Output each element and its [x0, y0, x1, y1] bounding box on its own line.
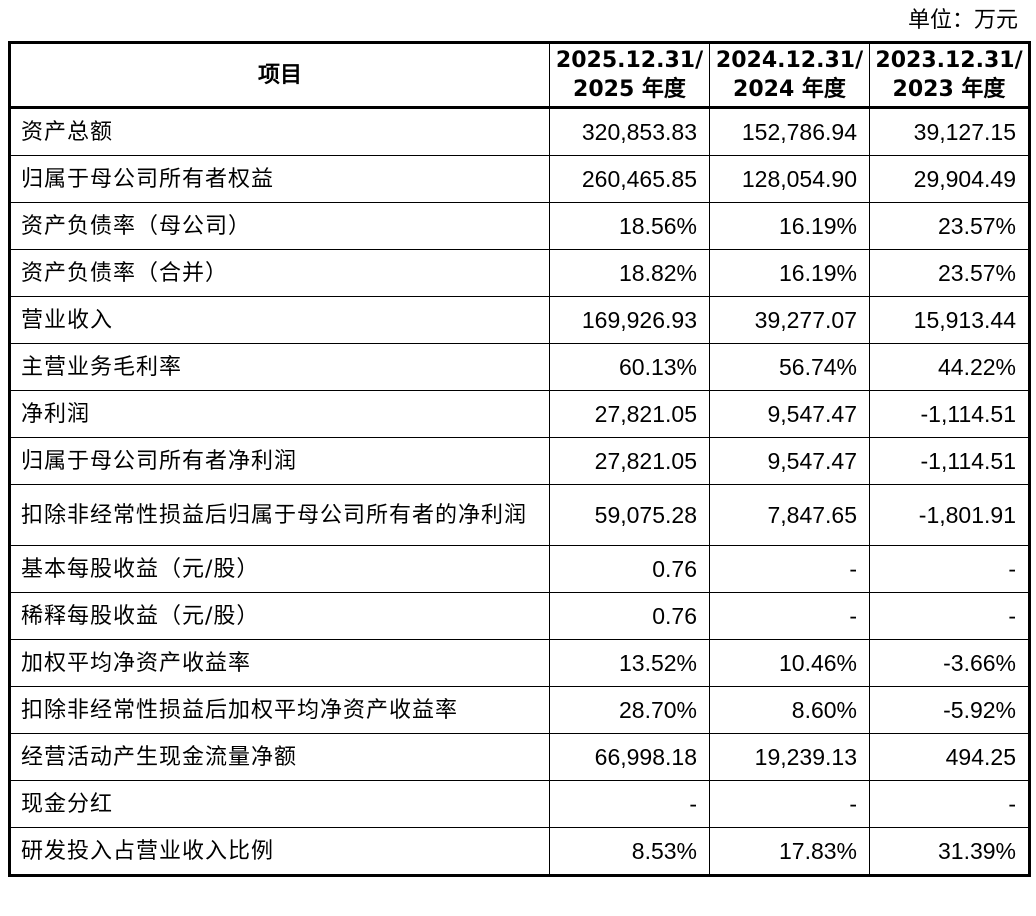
row-value: 128,054.90 [709, 155, 870, 203]
table-row: 资产负债率（合并） 18.82% 16.19% 23.57% [9, 249, 1030, 297]
row-value: -1,114.51 [869, 437, 1030, 485]
row-label: 扣除非经常性损益后加权平均净资产收益率 [9, 686, 550, 734]
row-label: 研发投入占营业收入比例 [9, 827, 550, 876]
row-label: 归属于母公司所有者净利润 [9, 437, 550, 485]
header-2023-date: 2023.12.31/ [875, 48, 1023, 73]
row-value: - [709, 780, 870, 828]
header-2023: 2023.12.31/ 2023 年度 [869, 42, 1030, 109]
table-row: 资产总额 320,853.83 152,786.94 39,127.15 [9, 107, 1030, 156]
row-value: 8.53% [549, 827, 710, 876]
row-label: 加权平均净资产收益率 [9, 639, 550, 687]
row-value: 27,821.05 [549, 390, 710, 438]
row-label: 资产总额 [9, 107, 550, 156]
row-label: 归属于母公司所有者权益 [9, 155, 550, 203]
table-row: 资产负债率（母公司） 18.56% 16.19% 23.57% [9, 202, 1030, 250]
row-label: 稀释每股收益（元/股） [9, 592, 550, 640]
header-2025-year: 2025 年度 [573, 77, 686, 102]
row-label: 营业收入 [9, 296, 550, 344]
row-label: 资产负债率（合并） [9, 249, 550, 297]
table-row: 研发投入占营业收入比例 8.53% 17.83% 31.39% [9, 827, 1030, 876]
table-row: 基本每股收益（元/股） 0.76- - [9, 545, 1030, 593]
row-label: 扣除非经常性损益后归属于母公司所有者的净利润 [9, 484, 550, 546]
table-row: 主营业务毛利率 60.13% 56.74% 44.22% [9, 343, 1030, 391]
row-value: 320,853.83 [549, 107, 710, 156]
unit-label: 单位：万元 [907, 8, 1018, 33]
row-value: 19,239.13 [709, 733, 870, 781]
table-row: 稀释每股收益（元/股） 0.76- - [9, 592, 1030, 640]
row-value: 23.57% [869, 249, 1030, 297]
row-value: 59,075.28 [549, 484, 710, 546]
row-value: -1,801.91 [869, 484, 1030, 546]
table-row: 现金分红 - - - [9, 780, 1030, 828]
table-row: 加权平均净资产收益率 13.52% 10.46% -3.66% [9, 639, 1030, 687]
row-value: 39,277.07 [709, 296, 870, 344]
row-value: 16.19% [709, 249, 870, 297]
header-2024: 2024.12.31/ 2024 年度 [709, 42, 870, 109]
table-row: 营业收入 169,926.93 39,277.07 15,913.44 [9, 296, 1030, 344]
header-item: 项目 [9, 42, 550, 109]
row-value: 23.57% [869, 202, 1030, 250]
table-row: 经营活动产生现金流量净额 66,998.18 19,239.13 494.25 [9, 733, 1030, 781]
row-value: 56.74% [709, 343, 870, 391]
row-value: - [549, 780, 710, 828]
header-2025-date: 2025.12.31/ [555, 48, 704, 73]
header-2024-year: 2024 年度 [733, 77, 846, 102]
row-value: 39,127.15 [869, 107, 1030, 156]
row-label: 净利润 [9, 390, 550, 438]
row-value: 152,786.94 [709, 107, 870, 156]
row-value: - [869, 545, 1030, 593]
row-value: -3.66% [869, 639, 1030, 687]
row-value: 9,547.47 [709, 390, 870, 438]
row-value: - [869, 592, 1030, 640]
row-value: 8.60% [709, 686, 870, 734]
table-row: 扣除非经常性损益后加权平均净资产收益率 28.70% 8.60% -5.92% [9, 686, 1030, 734]
header-2025: 2025.12.31/ 2025 年度 [549, 42, 710, 109]
row-label: 基本每股收益（元/股） [9, 545, 550, 593]
row-value: 0.76 [549, 592, 710, 640]
row-value: 9,547.47 [709, 437, 870, 485]
row-value: 18.56% [549, 202, 710, 250]
row-label: 现金分红 [9, 780, 550, 828]
table-header: 项目 2025.12.31/ 2025 年度 2024.12.31/ 2024 … [9, 42, 1030, 109]
table-row: 净利润 27,821.05 9,547.47 -1,114.51 [9, 390, 1030, 438]
row-value: 16.19% [709, 202, 870, 250]
header-row: 项目 2025.12.31/ 2025 年度 2024.12.31/ 2024 … [9, 42, 1030, 109]
row-value: 15,913.44 [869, 296, 1030, 344]
header-2024-date: 2024.12.31/ [715, 48, 864, 73]
row-value: 260,465.85 [549, 155, 710, 203]
row-value: - [709, 592, 870, 640]
table-row: 扣除非经常性损益后归属于母公司所有者的净利润 59,075.28 7,847.65-… [9, 484, 1030, 546]
row-value: 7,847.65 [709, 484, 870, 546]
row-value: - [869, 780, 1030, 828]
row-label: 主营业务毛利率 [9, 343, 550, 391]
row-value: 0.76 [549, 545, 710, 593]
row-value: -5.92% [869, 686, 1030, 734]
row-value: -1,114.51 [869, 390, 1030, 438]
row-label: 资产负债率（母公司） [9, 202, 550, 250]
row-value: 60.13% [549, 343, 710, 391]
row-value: 44.22% [869, 343, 1030, 391]
row-value: 13.52% [549, 639, 710, 687]
row-value: 29,904.49 [869, 155, 1030, 203]
row-value: 28.70% [549, 686, 710, 734]
table-row: 归属于母公司所有者权益 260,465.85 128,054.90 29,904.49 [9, 155, 1030, 203]
row-value: 169,926.93 [549, 296, 710, 344]
row-value: 494.25 [869, 733, 1030, 781]
header-2023-year: 2023 年度 [892, 77, 1006, 102]
table-row: 归属于母公司所有者净利润 27,821.05 9,547.47 -1,114.51 [9, 437, 1030, 485]
row-value: 18.82% [549, 249, 710, 297]
row-label: 经营活动产生现金流量净额 [9, 733, 550, 781]
header-item-label: 项目 [257, 62, 302, 88]
row-value: - [709, 545, 870, 593]
table-body: 资产总额 320,853.83 152,786.94 39,127.15 归属于母公司所… [9, 107, 1030, 876]
row-value: 17.83% [709, 827, 870, 876]
row-value: 27,821.05 [549, 437, 710, 485]
row-value: 10.46% [709, 639, 870, 687]
row-value: 31.39% [869, 827, 1030, 876]
row-value: 66,998.18 [549, 733, 710, 781]
financial-summary-table: 项目 2025.12.31/ 2025 年度 2024.12.31/ 2024 … [8, 41, 1031, 877]
